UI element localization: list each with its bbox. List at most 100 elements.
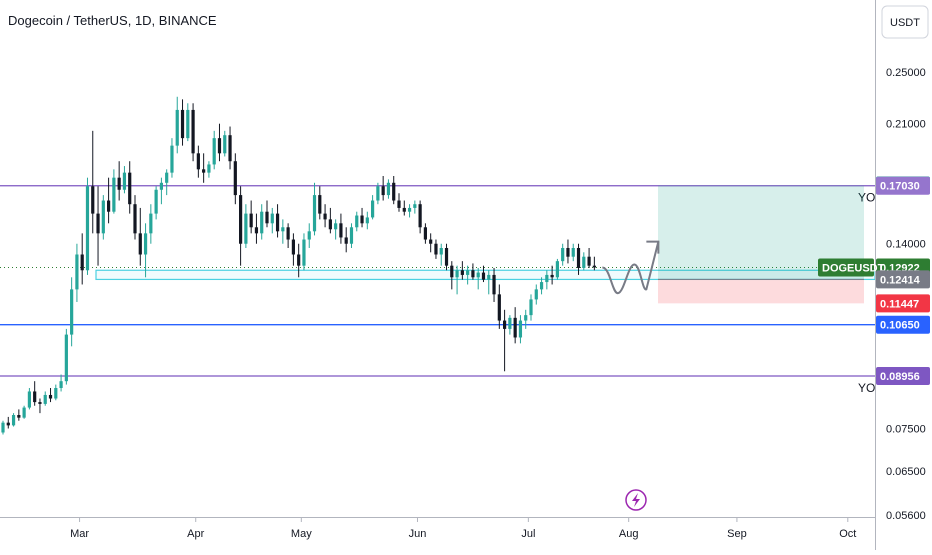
candle <box>143 223 148 278</box>
x-tick-label[interactable]: Jul <box>521 528 535 540</box>
x-tick-label[interactable]: Oct <box>839 528 856 540</box>
candle-body <box>466 270 470 275</box>
candle <box>43 391 47 406</box>
x-tick-label[interactable]: Apr <box>187 528 204 540</box>
candle-body <box>175 109 179 146</box>
candle-body <box>239 195 243 244</box>
candle <box>112 169 116 214</box>
candle <box>323 204 327 228</box>
candle <box>159 177 163 205</box>
x-tick-label[interactable]: May <box>291 528 312 540</box>
projection-path[interactable] <box>601 241 660 295</box>
candle-body <box>143 233 148 255</box>
candle <box>539 277 544 295</box>
candle-body <box>249 213 253 228</box>
candle <box>339 213 343 244</box>
candle <box>513 307 517 344</box>
position-stop-zone[interactable] <box>658 279 864 304</box>
candle <box>334 219 338 240</box>
candle <box>249 200 253 234</box>
candle-body <box>191 109 195 154</box>
candle-body <box>371 200 375 218</box>
candle-body <box>561 247 565 262</box>
candle <box>270 207 274 234</box>
candle-body <box>471 270 475 278</box>
candle <box>434 239 438 259</box>
candle <box>122 166 127 194</box>
level-label-0: YO <box>858 191 875 205</box>
x-tick-label[interactable]: Jun <box>409 528 427 540</box>
candle <box>223 130 227 157</box>
candle <box>555 258 559 280</box>
candle <box>212 130 216 170</box>
currency-button-label[interactable]: USDT <box>890 17 920 29</box>
candle <box>576 243 581 275</box>
candle <box>587 247 591 268</box>
candle-body <box>481 272 486 280</box>
candle-body <box>202 169 206 173</box>
candle <box>402 200 406 216</box>
x-ticks[interactable]: Mar Apr May Jun Jul Aug Sep Oct <box>70 518 856 540</box>
candle-body <box>33 391 37 403</box>
candle-body <box>297 254 301 266</box>
price-tag-label: 0.10650 <box>880 320 920 332</box>
candle <box>371 195 375 220</box>
candle <box>312 182 317 236</box>
x-tick-label[interactable]: Sep <box>727 528 747 540</box>
candle-body <box>48 394 53 399</box>
candle <box>117 161 121 201</box>
candle-body <box>154 189 158 214</box>
candle-body <box>117 177 121 190</box>
candle <box>38 398 42 414</box>
candle <box>217 123 222 162</box>
candle-body <box>38 402 42 404</box>
candle <box>582 252 586 271</box>
candle <box>392 175 396 205</box>
currency-button-frame[interactable] <box>881 5 929 39</box>
candle-body <box>286 227 290 240</box>
x-tick-label[interactable]: Aug <box>619 528 639 540</box>
candle-body <box>349 227 354 244</box>
candle <box>413 200 417 214</box>
price-tags: 0.170440.170300.12922DOGEUSDT0.124140.11… <box>818 176 930 385</box>
candle-body <box>582 256 586 268</box>
position-layer <box>658 185 864 304</box>
currency-button[interactable]: USDT <box>881 5 929 39</box>
candle-body <box>418 204 422 228</box>
lightning-icon[interactable] <box>632 493 640 507</box>
price-tag-3: 0.12414 <box>876 270 930 289</box>
candle <box>48 387 53 403</box>
candle-body <box>281 227 285 232</box>
candle-body <box>576 247 581 268</box>
candle <box>91 130 95 234</box>
candle-body <box>587 256 591 266</box>
candle-body <box>212 138 216 165</box>
candle-body <box>54 387 58 399</box>
candle <box>265 200 269 228</box>
candle <box>96 186 100 266</box>
candle <box>138 207 142 266</box>
lightning-badge[interactable] <box>625 489 647 511</box>
candle <box>481 265 486 283</box>
candle-body <box>508 317 512 329</box>
candle <box>344 227 348 253</box>
candle <box>17 409 21 421</box>
candle <box>286 223 290 248</box>
candle-body <box>503 320 507 329</box>
candle-body <box>11 415 16 426</box>
x-tick-label[interactable]: Mar <box>70 528 89 540</box>
price-tag-box <box>876 294 930 313</box>
candle <box>376 182 380 205</box>
candle <box>561 243 565 266</box>
candle-body <box>275 213 280 232</box>
candle-body <box>101 200 105 234</box>
candle <box>534 284 538 305</box>
candle <box>64 328 68 385</box>
candle <box>503 309 507 372</box>
candle <box>518 315 523 344</box>
candles-layer <box>1 96 596 435</box>
candle-body <box>539 282 544 290</box>
candle <box>381 175 385 201</box>
